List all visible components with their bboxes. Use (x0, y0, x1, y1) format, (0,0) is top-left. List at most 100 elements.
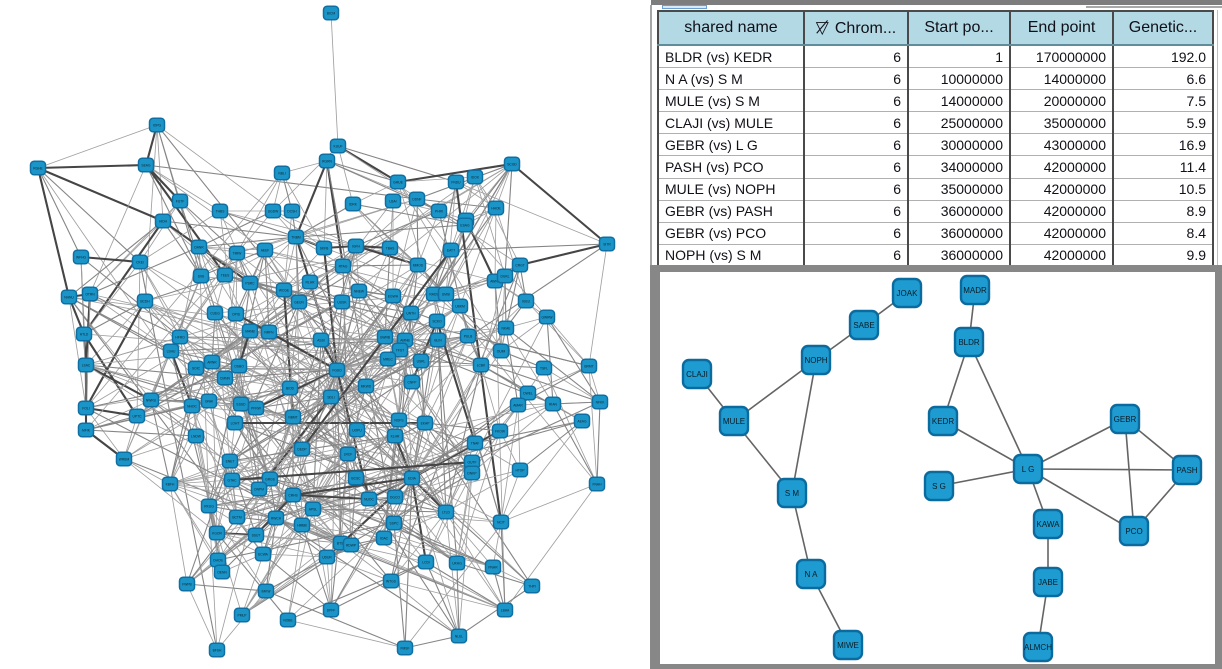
svg-text:SABE: SABE (853, 321, 874, 330)
svg-text:LSHU: LSHU (167, 350, 176, 354)
svg-text:JOAK: JOAK (897, 289, 919, 298)
svg-text:GTAC: GTAC (228, 479, 238, 483)
svg-text:GNAI: GNAI (205, 400, 213, 404)
svg-text:CKEI: CKEI (136, 261, 144, 265)
svg-text:RIAN: RIAN (549, 403, 557, 407)
svg-text:CNFP: CNFP (408, 381, 418, 385)
svg-text:SSUT: SSUT (252, 534, 261, 538)
svg-text:FNDU: FNDU (451, 181, 461, 185)
svg-text:MADR: MADR (963, 286, 987, 295)
svg-text:SEAG: SEAG (141, 164, 151, 168)
svg-text:KGOR: KGOR (212, 532, 222, 536)
svg-text:L G: L G (1022, 465, 1035, 474)
svg-text:GEBR: GEBR (1114, 415, 1137, 424)
svg-text:AEEF: AEEF (261, 249, 270, 253)
svg-text:GWRB: GWRB (380, 336, 391, 340)
svg-text:UUSK: UUSK (337, 301, 347, 305)
svg-text:PHRI: PHRI (435, 210, 443, 214)
svg-text:TNAF: TNAF (471, 442, 480, 446)
svg-text:EKAP: EKAP (421, 422, 431, 426)
svg-text:MREC: MREC (383, 358, 393, 362)
svg-text:GEUN: GEUN (294, 301, 304, 305)
svg-text:PMLP: PMLP (238, 614, 248, 618)
svg-text:HTOP: HTOP (515, 469, 525, 473)
svg-text:WFHG: WFHG (76, 256, 87, 260)
svg-text:NOPH: NOPH (804, 356, 827, 365)
svg-text:FGSO: FGSO (332, 369, 342, 373)
svg-text:NRFN: NRFN (264, 331, 274, 335)
svg-text:AMAR: AMAR (513, 404, 523, 408)
svg-text:JABE: JABE (1038, 578, 1058, 587)
svg-text:PASH: PASH (1176, 466, 1197, 475)
svg-text:NBMT: NBMT (288, 416, 297, 420)
svg-text:GRGS: GRGS (265, 478, 276, 482)
svg-text:BRMT: BRMT (584, 365, 593, 369)
svg-text:ONPM: ONPM (254, 488, 264, 492)
svg-text:KBFH: KBFH (166, 483, 175, 487)
svg-text:SSPC: SSPC (390, 522, 400, 526)
svg-text:FGTF: FGTF (176, 200, 185, 204)
svg-text:RGRN: RGRN (322, 160, 332, 164)
svg-text:WCGE: WCGE (279, 289, 290, 293)
svg-text:NFKK: NFKK (596, 401, 606, 405)
svg-text:OSBO: OSBO (234, 365, 244, 369)
svg-text:IOAC: IOAC (380, 537, 389, 541)
svg-text:BICM: BICM (327, 12, 335, 16)
svg-text:UKHG: UKHG (452, 562, 462, 566)
svg-text:IGEU: IGEU (522, 300, 531, 304)
svg-text:ESAG: ESAG (460, 224, 470, 228)
svg-text:LCBK: LCBK (477, 364, 486, 368)
svg-text:NKAE: NKAE (502, 327, 512, 331)
svg-text:NLEL: NLEL (455, 635, 463, 639)
svg-text:SITR: SITR (603, 243, 611, 247)
svg-text:MFIK: MFIK (82, 429, 91, 433)
svg-text:LBAI: LBAI (389, 200, 396, 204)
svg-text:BCSC: BCSC (351, 477, 361, 481)
svg-text:NWRU: NWRU (146, 399, 157, 403)
svg-text:SCKO: SCKO (432, 320, 442, 324)
svg-text:MANB: MANB (245, 330, 255, 334)
svg-text:NCIT: NCIT (497, 521, 505, 525)
svg-text:DPFF: DPFF (327, 609, 336, 613)
svg-text:IGFH: IGFH (352, 245, 360, 249)
svg-text:LCDI: LCDI (422, 561, 430, 565)
svg-text:TBAS: TBAS (386, 247, 395, 251)
svg-text:HTLD: HTLD (80, 333, 89, 337)
svg-text:NUOC: NUOC (364, 498, 374, 502)
svg-text:MMOD: MMOD (413, 264, 424, 268)
svg-text:USRL: USRL (417, 360, 426, 364)
svg-text:ALMCH: ALMCH (1024, 643, 1052, 652)
svg-text:HIDH: HIDH (159, 220, 168, 224)
svg-text:BLDR: BLDR (958, 338, 980, 347)
svg-text:SOIC: SOIC (192, 367, 201, 371)
svg-text:SCGD: SCGD (507, 163, 517, 167)
svg-text:ARNR: ARNR (207, 361, 217, 365)
svg-text:TSFL: TSFL (540, 367, 548, 371)
svg-text:OTRN: OTRN (85, 293, 95, 297)
svg-text:SKFB: SKFB (320, 247, 329, 251)
svg-text:GWRW: GWRW (541, 316, 553, 320)
svg-text:BIOD: BIOD (286, 387, 295, 391)
svg-text:N A: N A (805, 570, 819, 579)
svg-text:BCDH: BCDH (140, 300, 150, 304)
svg-text:CRGT: CRGT (515, 264, 524, 268)
svg-text:ENET: ENET (226, 460, 235, 464)
svg-text:IOPG: IOPG (153, 124, 162, 128)
svg-text:NOFS: NOFS (394, 419, 404, 423)
svg-text:IMKW: IMKW (262, 590, 272, 594)
svg-text:UNTH: UNTH (406, 312, 416, 316)
svg-text:CMNN: CMNN (220, 377, 231, 381)
svg-text:RGHE: RGHE (33, 167, 43, 171)
svg-text:FMSF: FMSF (401, 647, 410, 651)
svg-text:MIWE: MIWE (837, 641, 859, 650)
svg-text:DGKL: DGKL (501, 275, 510, 279)
svg-text:RTAG: RTAG (339, 265, 348, 269)
svg-text:LRCF: LRCF (344, 453, 353, 457)
svg-text:EDIA: EDIA (408, 477, 416, 481)
svg-text:THPI: THPI (528, 585, 536, 589)
svg-text:UDUR: UDUR (322, 556, 332, 560)
svg-text:BTSL: BTSL (337, 542, 345, 546)
svg-text:FKOW: FKOW (495, 430, 506, 434)
svg-text:SDLI: SDLI (327, 396, 334, 400)
svg-text:LOHT: LOHT (231, 422, 240, 426)
